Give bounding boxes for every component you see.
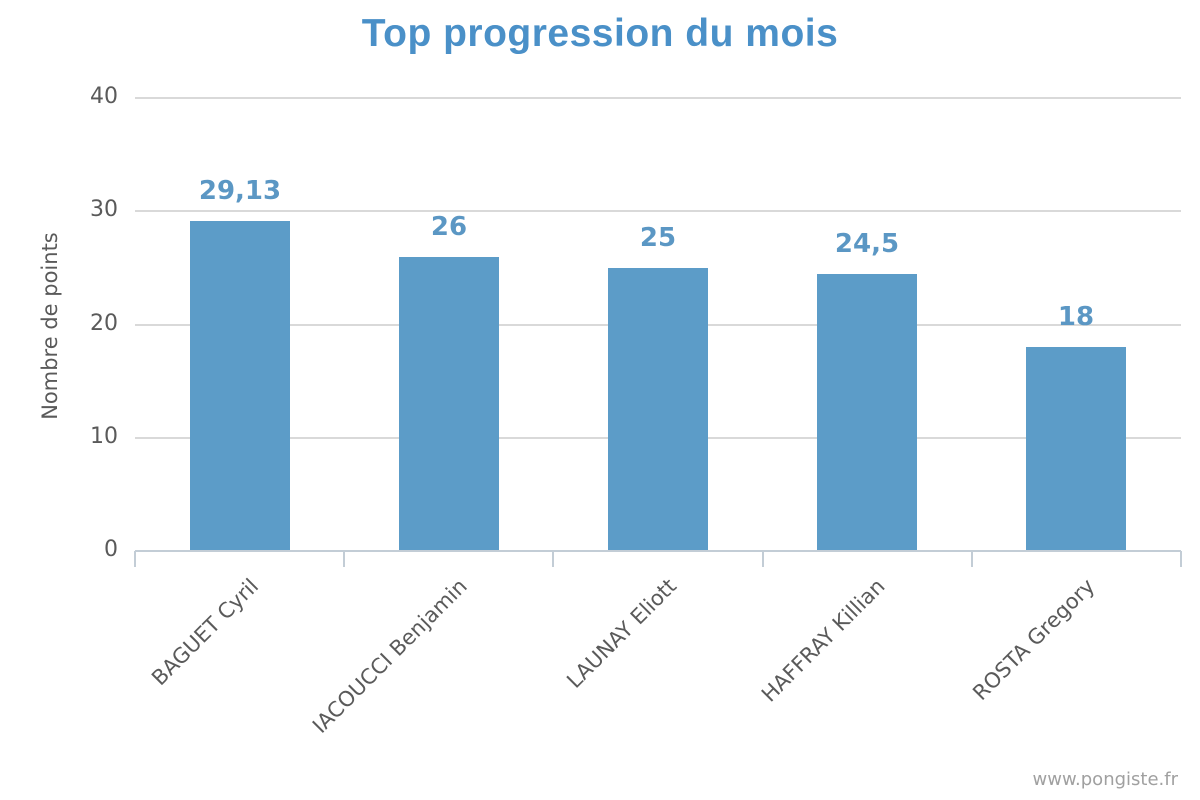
y-tick-label-40: 40 [90, 84, 118, 109]
x-category-label-4: HAFFRAY Killian [757, 574, 890, 707]
x-category-label-2: IACOUCCI Benjamin [307, 574, 472, 738]
bar-3 [608, 267, 708, 551]
y-tick-label-0: 0 [104, 537, 118, 562]
x-axis-tick-1 [343, 551, 346, 567]
bar-5 [1026, 347, 1126, 551]
x-axis-tick-2 [552, 551, 555, 567]
x-category-label-5: ROSTA Gregory [967, 574, 1099, 706]
x-axis-tick-3 [761, 551, 764, 567]
bar-value-label-3: 25 [639, 222, 677, 253]
bar-2 [399, 256, 499, 551]
watermark-link[interactable]: www.pongiste.fr [1032, 769, 1178, 790]
x-axis-tick-0 [134, 551, 136, 567]
x-axis-tick-4 [970, 551, 973, 567]
chart-title: Top progression du mois [361, 12, 839, 55]
x-category-label-3: LAUNAY Eliott [562, 574, 681, 693]
bar-value-label-1: 29,13 [198, 176, 282, 207]
bar-4 [817, 273, 917, 551]
gridline-y-30 [135, 210, 1181, 213]
y-tick-label-30: 30 [90, 197, 118, 223]
x-axis-tick-5 [1180, 551, 1182, 567]
gridline-y-40 [135, 97, 1181, 99]
x-axis-baseline [135, 550, 1181, 552]
bar-value-label-2: 26 [430, 211, 468, 242]
bar-1 [190, 221, 290, 551]
y-tick-label-20: 20 [90, 310, 118, 336]
bar-value-label-4: 24,5 [834, 228, 900, 259]
bar-value-label-5: 18 [1057, 302, 1095, 333]
y-tick-label-10: 10 [90, 423, 118, 449]
x-category-label-1: BAGUET Cyril [146, 574, 263, 691]
